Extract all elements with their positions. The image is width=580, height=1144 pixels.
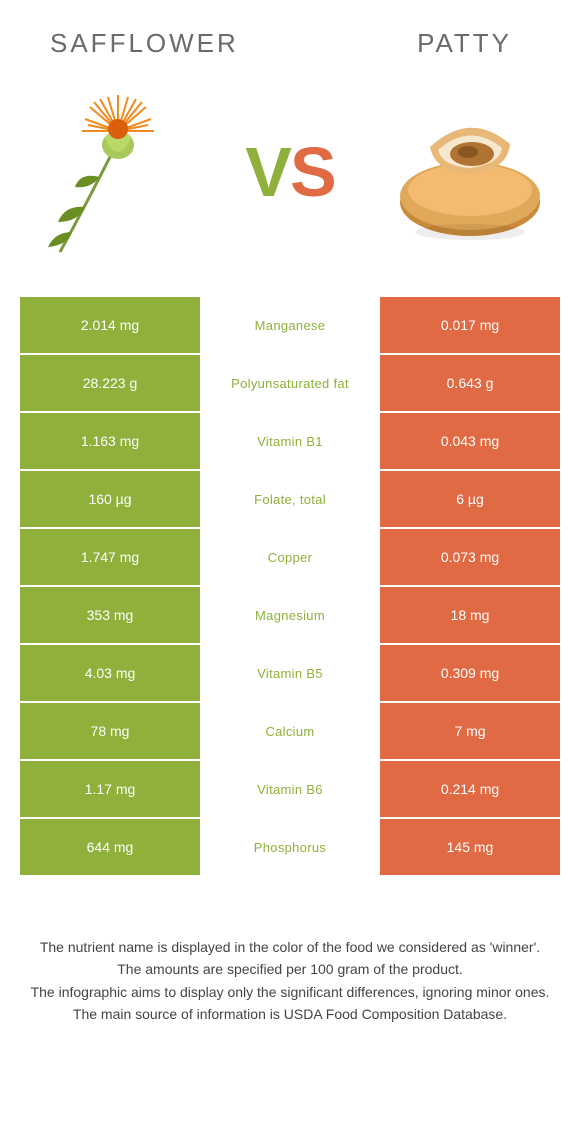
vs-s: S xyxy=(290,133,335,211)
images-row: VS xyxy=(0,67,580,297)
footnote-line: The amounts are specified per 100 gram o… xyxy=(30,959,550,979)
title-left: SAFFLOWER xyxy=(20,28,281,59)
value-right: 0.073 mg xyxy=(380,529,560,585)
value-right: 0.043 mg xyxy=(380,413,560,469)
table-row: 160 µgFolate, total6 µg xyxy=(20,471,560,527)
nutrient-label: Folate, total xyxy=(200,471,380,527)
value-left: 28.223 g xyxy=(20,355,200,411)
value-left: 160 µg xyxy=(20,471,200,527)
value-right: 6 µg xyxy=(380,471,560,527)
nutrient-label: Polyunsaturated fat xyxy=(200,355,380,411)
value-right: 0.309 mg xyxy=(380,645,560,701)
table-row: 644 mgPhosphorus145 mg xyxy=(20,819,560,875)
table-row: 1.17 mgVitamin B60.214 mg xyxy=(20,761,560,817)
value-left: 1.163 mg xyxy=(20,413,200,469)
vs-label: VS xyxy=(245,132,334,212)
title-right: PATTY xyxy=(281,28,560,59)
nutrient-label: Vitamin B1 xyxy=(200,413,380,469)
table-row: 2.014 mgManganese0.017 mg xyxy=(20,297,560,353)
value-left: 1.17 mg xyxy=(20,761,200,817)
table-row: 353 mgMagnesium18 mg xyxy=(20,587,560,643)
footnotes: The nutrient name is displayed in the co… xyxy=(0,877,580,1024)
value-right: 0.017 mg xyxy=(380,297,560,353)
nutrient-label: Manganese xyxy=(200,297,380,353)
value-left: 4.03 mg xyxy=(20,645,200,701)
table-row: 1.747 mgCopper0.073 mg xyxy=(20,529,560,585)
nutrient-label: Calcium xyxy=(200,703,380,759)
nutrient-label: Magnesium xyxy=(200,587,380,643)
table-row: 78 mgCalcium7 mg xyxy=(20,703,560,759)
value-right: 0.643 g xyxy=(380,355,560,411)
table-row: 28.223 gPolyunsaturated fat0.643 g xyxy=(20,355,560,411)
patty-image xyxy=(390,77,550,267)
footnote-line: The nutrient name is displayed in the co… xyxy=(30,937,550,957)
value-left: 2.014 mg xyxy=(20,297,200,353)
safflower-image xyxy=(30,77,190,267)
header: SAFFLOWER PATTY xyxy=(0,0,580,67)
nutrient-label: Vitamin B6 xyxy=(200,761,380,817)
value-left: 644 mg xyxy=(20,819,200,875)
nutrient-table: 2.014 mgManganese0.017 mg28.223 gPolyuns… xyxy=(20,297,560,875)
value-right: 18 mg xyxy=(380,587,560,643)
value-left: 78 mg xyxy=(20,703,200,759)
patty-icon xyxy=(390,92,550,252)
value-left: 1.747 mg xyxy=(20,529,200,585)
nutrient-label: Phosphorus xyxy=(200,819,380,875)
table-row: 1.163 mgVitamin B10.043 mg xyxy=(20,413,560,469)
footnote-line: The infographic aims to display only the… xyxy=(30,982,550,1002)
footnote-line: The main source of information is USDA F… xyxy=(30,1004,550,1024)
nutrient-label: Vitamin B5 xyxy=(200,645,380,701)
value-right: 0.214 mg xyxy=(380,761,560,817)
vs-v: V xyxy=(245,133,290,211)
nutrient-label: Copper xyxy=(200,529,380,585)
value-right: 7 mg xyxy=(380,703,560,759)
safflower-icon xyxy=(30,77,190,267)
value-right: 145 mg xyxy=(380,819,560,875)
table-row: 4.03 mgVitamin B50.309 mg xyxy=(20,645,560,701)
value-left: 353 mg xyxy=(20,587,200,643)
